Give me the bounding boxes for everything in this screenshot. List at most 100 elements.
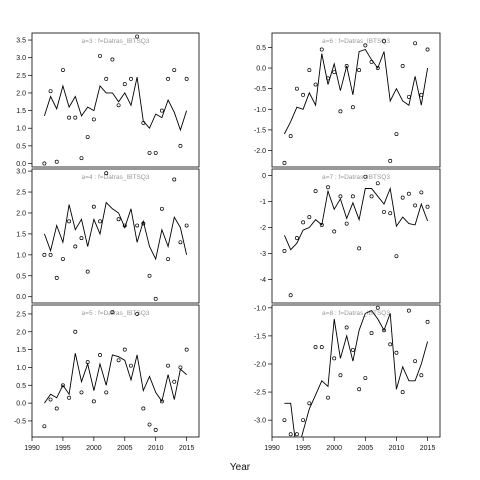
data-point xyxy=(147,422,152,427)
data-point xyxy=(294,86,299,91)
data-point xyxy=(67,219,72,224)
data-point xyxy=(326,76,330,81)
data-point xyxy=(375,66,380,70)
data-point xyxy=(166,257,171,261)
data-point xyxy=(159,206,164,211)
data-point xyxy=(159,108,164,113)
data-point xyxy=(104,171,109,176)
data-point xyxy=(425,204,430,209)
data-point xyxy=(413,203,418,208)
data-point xyxy=(282,418,287,423)
x-tick-label: 2015 xyxy=(420,445,436,452)
data-point xyxy=(153,150,158,155)
data-point xyxy=(178,240,183,245)
data-point xyxy=(166,363,171,368)
x-tick-label: 1995 xyxy=(55,445,71,452)
data-point xyxy=(48,252,53,257)
data-point xyxy=(382,328,386,333)
data-point xyxy=(79,236,84,241)
y-tick-label: -3.0 xyxy=(254,418,266,425)
data-point xyxy=(85,360,90,365)
data-point xyxy=(388,211,393,216)
y-tick-label: -2.0 xyxy=(254,361,266,368)
y-tick-label: -1.5 xyxy=(254,333,266,340)
data-point xyxy=(313,82,318,87)
y-tick-label: -1 xyxy=(260,199,266,206)
data-point xyxy=(135,223,140,228)
data-point xyxy=(294,236,299,240)
panel-1: a=3 : f=Datras_IBTSQ3 0.0 0.5 1.0 1.5 2.0 2.5 3… xyxy=(16,32,200,168)
data-point xyxy=(388,342,393,347)
data-point xyxy=(135,34,140,39)
panel-title: a=5 : f=Datras_IBTSQ3 xyxy=(82,310,150,317)
data-point xyxy=(172,177,177,182)
data-point xyxy=(369,194,374,199)
y-tick-label: 0.5 xyxy=(256,45,266,52)
data-point xyxy=(129,157,132,160)
data-point xyxy=(363,174,368,179)
data-point xyxy=(141,406,146,411)
data-point xyxy=(344,64,349,68)
data-point xyxy=(104,390,109,395)
data-point xyxy=(369,59,374,64)
panel-frame xyxy=(31,304,200,438)
data-point xyxy=(375,181,380,186)
data-point xyxy=(282,160,287,165)
y-tick-label: -2.5 xyxy=(254,390,266,397)
plot-area xyxy=(42,310,189,432)
data-point xyxy=(98,53,102,58)
y-tick-label: 1.5 xyxy=(16,108,26,115)
data-point xyxy=(172,379,177,384)
data-point xyxy=(357,68,362,73)
data-point xyxy=(91,117,96,122)
y-tick-label: -1.5 xyxy=(254,127,266,134)
data-point xyxy=(122,223,127,228)
data-point xyxy=(60,257,65,261)
y-tick-label: 0.0 xyxy=(256,66,266,73)
data-point xyxy=(116,103,121,108)
y-tick-label: -1.0 xyxy=(254,305,266,312)
data-point xyxy=(116,217,121,222)
y-tick-label: 3.0 xyxy=(16,169,26,176)
data-point xyxy=(332,70,337,75)
data-point xyxy=(111,163,114,166)
panel-2: a=6 : f=Datras_IBTSQ3 -2.0 -1.5 -1.0 -0.5 0.0… xyxy=(254,32,441,168)
data-point xyxy=(307,401,312,406)
data-point xyxy=(166,76,171,81)
data-point xyxy=(400,64,405,68)
data-point xyxy=(184,223,189,228)
data-point xyxy=(147,150,152,155)
series-line xyxy=(44,353,187,404)
data-point xyxy=(104,76,109,81)
series-line xyxy=(43,201,188,261)
panel-6: a=8 : f=Datras_IBTSQ3 -1.0 -1.5 -2.0 -2.5 -3.… xyxy=(254,304,441,452)
plot-area xyxy=(282,174,430,298)
y-tick-label: -3 xyxy=(260,251,266,258)
plot-area xyxy=(282,39,430,165)
plot-area xyxy=(42,157,189,301)
y-tick-label: -0.5 xyxy=(254,86,266,93)
x-tick-label: 1995 xyxy=(295,445,311,452)
y-tick-label: 0.5 xyxy=(16,143,26,150)
panel-frame xyxy=(31,168,200,304)
data-point xyxy=(60,68,65,72)
y-tick-label: 0.0 xyxy=(16,294,26,301)
y-tick-label: 2.0 xyxy=(16,210,26,217)
data-point xyxy=(301,92,306,97)
data-point xyxy=(301,220,306,225)
data-point xyxy=(54,159,59,164)
data-point xyxy=(394,254,399,259)
y-tick-label: 2.5 xyxy=(16,190,26,197)
data-point xyxy=(48,89,53,94)
data-point xyxy=(357,387,362,392)
x-tick-label: 2005 xyxy=(358,445,374,452)
data-point xyxy=(326,185,330,190)
data-point xyxy=(122,347,127,352)
data-point xyxy=(319,222,324,227)
data-point xyxy=(406,191,411,196)
data-point xyxy=(85,135,90,139)
data-point xyxy=(406,94,411,99)
y-tick-label: 0.5 xyxy=(16,383,26,390)
data-point xyxy=(350,347,355,352)
data-point xyxy=(357,246,362,251)
